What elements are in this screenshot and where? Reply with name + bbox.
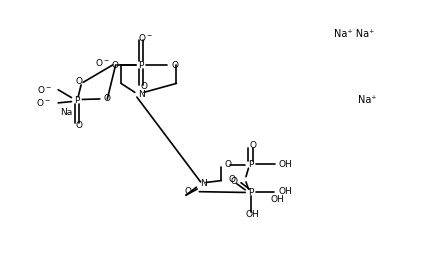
Text: O: O: [171, 61, 179, 70]
Text: P: P: [248, 160, 253, 169]
Text: OH: OH: [279, 160, 292, 168]
Text: OH: OH: [279, 187, 292, 196]
Text: Na⁺: Na⁺: [358, 95, 376, 105]
Text: O: O: [225, 160, 232, 169]
Text: Na⁺ Na⁺: Na⁺ Na⁺: [335, 29, 375, 39]
Text: O$^-$: O$^-$: [95, 57, 110, 68]
Text: N: N: [138, 90, 144, 99]
Text: OH: OH: [246, 210, 260, 218]
Text: O: O: [112, 61, 119, 70]
Text: O: O: [76, 121, 82, 130]
Text: O$^-$: O$^-$: [36, 97, 51, 108]
Text: O: O: [141, 82, 148, 91]
Text: Na: Na: [60, 108, 73, 116]
Text: O: O: [249, 141, 257, 150]
Text: OH: OH: [271, 195, 284, 204]
Text: P: P: [138, 61, 144, 70]
Text: N: N: [200, 179, 207, 188]
Text: P: P: [74, 96, 80, 105]
Text: O: O: [76, 76, 82, 86]
Text: O: O: [104, 94, 111, 104]
Text: O: O: [229, 175, 235, 184]
Text: O$^-$: O$^-$: [37, 84, 52, 95]
Text: O: O: [184, 187, 191, 196]
Text: O$^-$: O$^-$: [138, 31, 153, 43]
Text: P: P: [248, 188, 253, 197]
Text: O: O: [230, 178, 238, 186]
